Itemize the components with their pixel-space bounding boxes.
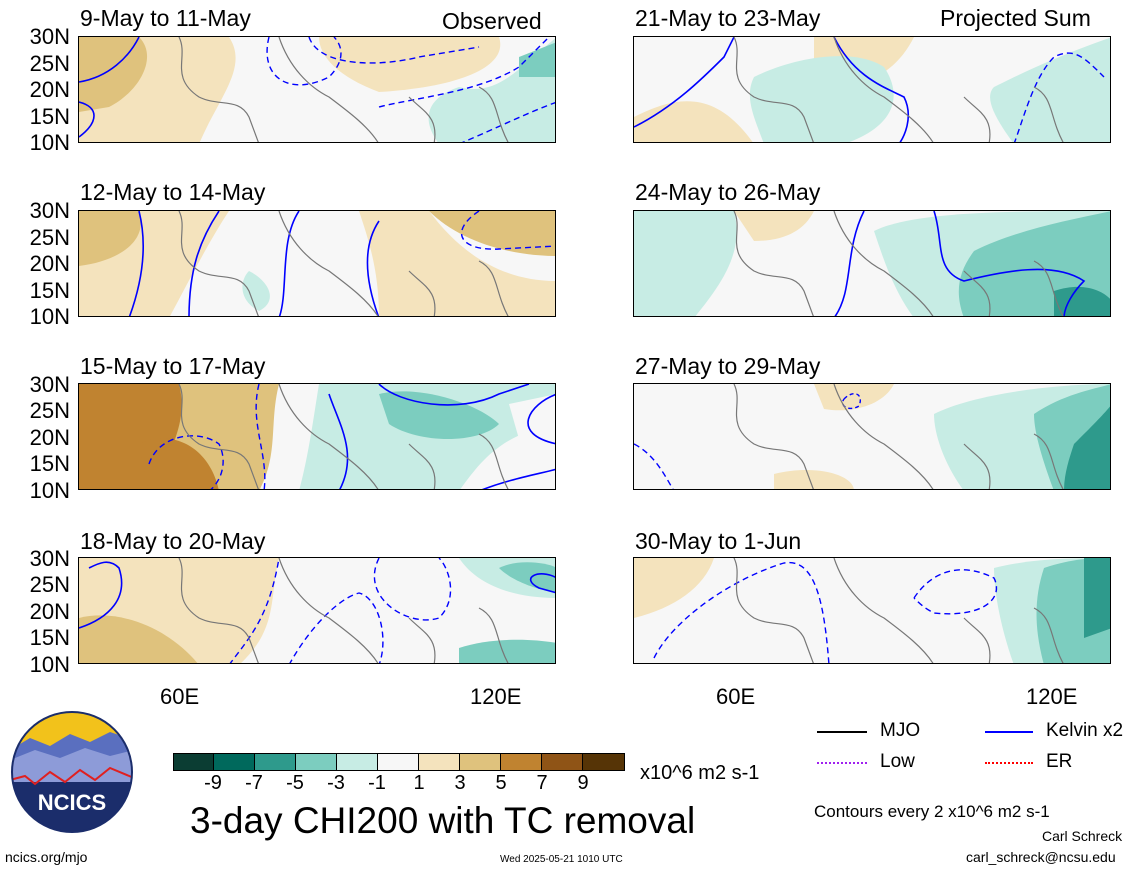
colorbar-tick: -9 (204, 772, 222, 794)
author-name: Carl Schreck (1042, 828, 1123, 844)
colorbar-swatch (295, 753, 337, 771)
lat-label: 20N (29, 599, 70, 624)
colorbar-swatch (336, 753, 378, 771)
panel-title: 30-May to 1-Jun (635, 528, 802, 554)
legend-line-low (817, 762, 867, 764)
colorbar-tick: 3 (454, 772, 466, 794)
lat-label: 25N (29, 398, 70, 423)
colorbar-swatch (418, 753, 460, 771)
panel-title: 12-May to 14-May (80, 179, 266, 205)
lon-label: 60E (716, 684, 756, 709)
ncics-logo: NCICS (10, 710, 134, 834)
colorbar-tick: 5 (495, 772, 507, 794)
lat-label: 30N (29, 198, 70, 223)
panel-tag: Projected Sum (940, 5, 1091, 31)
lat-label: 20N (29, 77, 70, 102)
panel-title: 18-May to 20-May (80, 528, 266, 554)
legend-line-er (985, 762, 1033, 764)
lat-label: 15N (29, 625, 70, 650)
legend-label-mjo: MJO (880, 720, 921, 741)
colorbar-swatch (213, 753, 255, 771)
colorbar-tick: 7 (536, 772, 548, 794)
legend-label-kelvin: Kelvin x2 (1046, 720, 1124, 741)
colorbar-tick: -1 (368, 772, 386, 794)
colorbar-swatch (500, 753, 542, 771)
footer-url: ncics.org/mjo (5, 849, 88, 865)
panel-title: 9-May to 11-May (80, 5, 251, 31)
contours-note: Contours every 2 x10^6 m2 s-1 (814, 802, 1050, 821)
lat-label: 25N (29, 51, 70, 76)
panel-title: 15-May to 17-May (80, 353, 266, 379)
lat-label: 25N (29, 225, 70, 250)
colorbar-swatch (173, 753, 214, 771)
map-panel (633, 383, 1111, 490)
legend-line-kelvin (985, 731, 1033, 733)
colorbar-swatch (582, 753, 625, 771)
map-panel (633, 210, 1111, 317)
lat-label: 30N (29, 24, 70, 49)
colorbar-tick: -3 (327, 772, 345, 794)
colorbar-tick: 1 (413, 772, 425, 794)
colorbar-swatch (459, 753, 501, 771)
colorbar-units: x10^6 m2 s-1 (640, 762, 760, 784)
lat-label: 10N (29, 304, 70, 329)
lat-label: 15N (29, 104, 70, 129)
colorbar-swatch (254, 753, 296, 771)
colorbar-tick: -7 (245, 772, 263, 794)
lat-label: 15N (29, 451, 70, 476)
legend-label-low: Low (880, 751, 915, 772)
lat-label: 30N (29, 372, 70, 397)
figure-title: 3-day CHI200 with TC removal (190, 800, 696, 841)
lat-label: 25N (29, 572, 70, 597)
timestamp: Wed 2025-05-21 1010 UTC (500, 854, 623, 865)
panel-title: 24-May to 26-May (635, 179, 821, 205)
map-panel (78, 383, 556, 490)
colorbar-swatch (541, 753, 583, 771)
lon-label: 120E (470, 684, 522, 709)
map-panel (633, 36, 1111, 143)
lon-label: 60E (160, 684, 200, 709)
map-panel (78, 36, 556, 143)
lat-label: 20N (29, 251, 70, 276)
legend-label-er: ER (1046, 751, 1073, 772)
map-panel (78, 557, 556, 664)
author-email: carl_schreck@ncsu.edu (966, 849, 1116, 865)
lat-label: 10N (29, 652, 70, 677)
lat-label: 15N (29, 278, 70, 303)
colorbar-swatch (377, 753, 419, 771)
panel-tag: Observed (442, 8, 542, 34)
panel-title: 21-May to 23-May (635, 5, 821, 31)
logo-text: NCICS (38, 790, 106, 815)
lat-label: 30N (29, 546, 70, 571)
legend-line-mjo (817, 731, 867, 733)
lon-label: 120E (1026, 684, 1078, 709)
lat-label: 10N (29, 130, 70, 155)
colorbar-tick: -5 (286, 772, 304, 794)
map-panel (78, 210, 556, 317)
colorbar-tick: 9 (577, 772, 589, 794)
map-panel (633, 557, 1111, 664)
panel-title: 27-May to 29-May (635, 353, 821, 379)
lat-label: 20N (29, 425, 70, 450)
lat-label: 10N (29, 478, 70, 503)
